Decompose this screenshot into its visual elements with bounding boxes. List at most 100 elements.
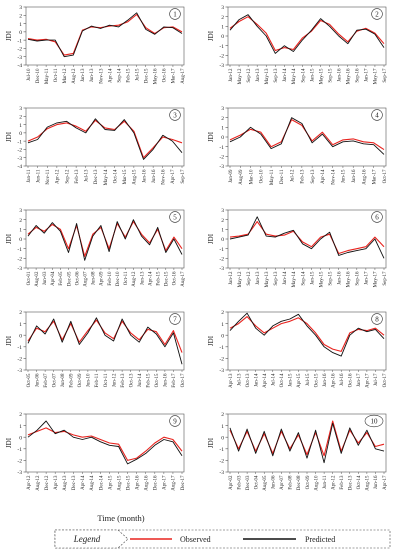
x-tick-label: Oct-13 <box>246 373 251 387</box>
panel-number-badge <box>169 415 181 427</box>
x-tick-label: Aug-13 <box>63 475 68 491</box>
y-tick-label: 3 <box>19 106 22 112</box>
y-tick-label: 1 <box>19 22 22 28</box>
x-tick-label: Oct-17 <box>181 373 186 387</box>
x-tick-label: Jan-15 <box>310 68 315 82</box>
y-tick-label: -1 <box>17 447 22 453</box>
x-tick-label: Jun-08 <box>61 373 66 387</box>
x-tick-label: Aug-15 <box>117 475 122 491</box>
x-tick-label: Apr-16 <box>331 373 336 388</box>
x-tick-label: Jul-17 <box>374 373 379 386</box>
x-tick-label: Jun-12 <box>112 373 117 387</box>
x-tick-label: Dec-15 <box>126 475 131 490</box>
plot-frame <box>227 107 387 167</box>
predicted-series-line <box>27 118 183 160</box>
x-tick-label: Feb-13 <box>121 373 126 388</box>
x-tick-label: Oct-09 <box>306 475 311 489</box>
x-tick-label: Dec-13 <box>349 475 354 490</box>
x-tick-label: Mar-12 <box>63 68 68 83</box>
x-tick-label: May-15 <box>319 68 324 84</box>
plot-frame <box>25 413 185 473</box>
plot-frame <box>25 6 185 66</box>
x-tick-label: May-13 <box>265 271 270 287</box>
y-axis-label: JDI <box>5 437 13 448</box>
y-tick-label: 3 <box>19 208 22 214</box>
x-tick-label: Apr-13 <box>54 475 59 490</box>
x-tick-label: Jul-13 <box>237 373 242 386</box>
panel-2: -3 -2 -1 0 1 2 3 JDI Jan-12 May-12 Sep-12 Jan-13 May… <box>207 5 388 84</box>
predicted-series-line <box>27 12 183 58</box>
x-tick-label: Feb-07 <box>44 373 49 388</box>
panels-group: -4 -3 -2 -1 0 1 2 3 JDI Jul-10 Dec-10 May-11 Oct-11 M… <box>5 5 388 491</box>
x-tick-label: May-16 <box>154 68 159 84</box>
x-tick-label: Jan-16 <box>352 169 357 183</box>
panel-number: 9 <box>173 418 177 426</box>
x-tick-label: Jun-10 <box>87 373 92 387</box>
y-tick-label: 1 <box>221 126 224 132</box>
y-tick-label: -3 <box>17 55 22 61</box>
observed-series-line <box>229 221 385 255</box>
y-tick-label: 2 <box>221 15 224 21</box>
x-tick-label: Sep-16 <box>356 68 361 83</box>
y-tick-label: 2 <box>221 412 224 418</box>
panel-number: 5 <box>173 214 177 222</box>
x-tick-label: Jan-17 <box>365 271 370 285</box>
plot-frame <box>25 311 185 371</box>
x-tick-label: May-14 <box>292 271 297 287</box>
panel-number: 4 <box>375 112 379 120</box>
y-axis-label: JDI <box>5 131 13 142</box>
panel-number-badge <box>169 313 181 325</box>
x-tick-label: Feb-13 <box>340 475 345 490</box>
x-tick-label: Apr-15 <box>297 373 302 388</box>
x-tick-label: Apr-14 <box>148 271 153 286</box>
predicted-series-line <box>27 219 183 261</box>
y-tick-label: 0 <box>221 237 224 243</box>
y-tick-label: -2 <box>17 257 22 263</box>
x-tick-label: Oct-15 <box>314 373 319 387</box>
y-axis-label: JDI <box>5 30 13 41</box>
x-tick-label: Aug-02 <box>35 271 40 287</box>
y-tick-label: 2 <box>19 114 22 120</box>
x-tick-label: Dec-10 <box>116 271 121 286</box>
x-axis-title: Time (month) <box>97 513 144 523</box>
y-tick-label: 1 <box>221 25 224 31</box>
x-tick-label: Oct-09 <box>78 373 83 387</box>
x-tick-label: May-14 <box>104 169 109 185</box>
x-tick-label: May-16 <box>347 271 352 287</box>
x-tick-label: Apr-12 <box>56 169 61 184</box>
x-tick-label: Oct-14 <box>280 373 285 387</box>
x-tick-label: Jan-14 <box>283 68 288 82</box>
x-tick-label: Feb-17 <box>172 373 177 388</box>
x-tick-label: Jan-16 <box>338 68 343 82</box>
panel-number: 2 <box>375 11 379 19</box>
panel-number-badge <box>371 8 383 20</box>
x-tick-label: Dec-13 <box>94 169 99 184</box>
y-tick-label: 3 <box>221 106 224 112</box>
plot-frame <box>227 209 387 269</box>
x-tick-label: Sep-16 <box>356 271 361 286</box>
y-tick-label: -2 <box>17 459 22 465</box>
x-tick-label: May-12 <box>238 271 243 287</box>
panel-number: 10 <box>371 418 379 426</box>
y-tick-label: -4 <box>17 63 22 69</box>
y-tick-label: 3 <box>221 5 224 11</box>
observed-series-line <box>27 427 183 461</box>
x-tick-label: Aug-17 <box>181 271 186 287</box>
x-tick-label: Apr-14 <box>81 475 86 490</box>
y-tick-label: -1 <box>17 247 22 253</box>
y-tick-label: 2 <box>221 218 224 224</box>
x-tick-label: Aug-05 <box>263 475 268 491</box>
x-tick-label: Aug-16 <box>362 169 367 185</box>
x-tick-label: Oct-06 <box>75 271 80 285</box>
x-tick-label: Aug-15 <box>366 475 371 491</box>
x-tick-label: Dec-17 <box>181 475 186 490</box>
x-tick-label: Aug-12 <box>132 271 137 287</box>
x-tick-label: May-14 <box>292 68 297 84</box>
y-tick-label: 0 <box>221 34 224 40</box>
legend: Legend Observed Predicted <box>54 529 391 549</box>
x-tick-label: May-12 <box>238 68 243 84</box>
x-tick-label: Jun-11 <box>323 475 328 489</box>
y-tick-label: -3 <box>219 368 224 374</box>
